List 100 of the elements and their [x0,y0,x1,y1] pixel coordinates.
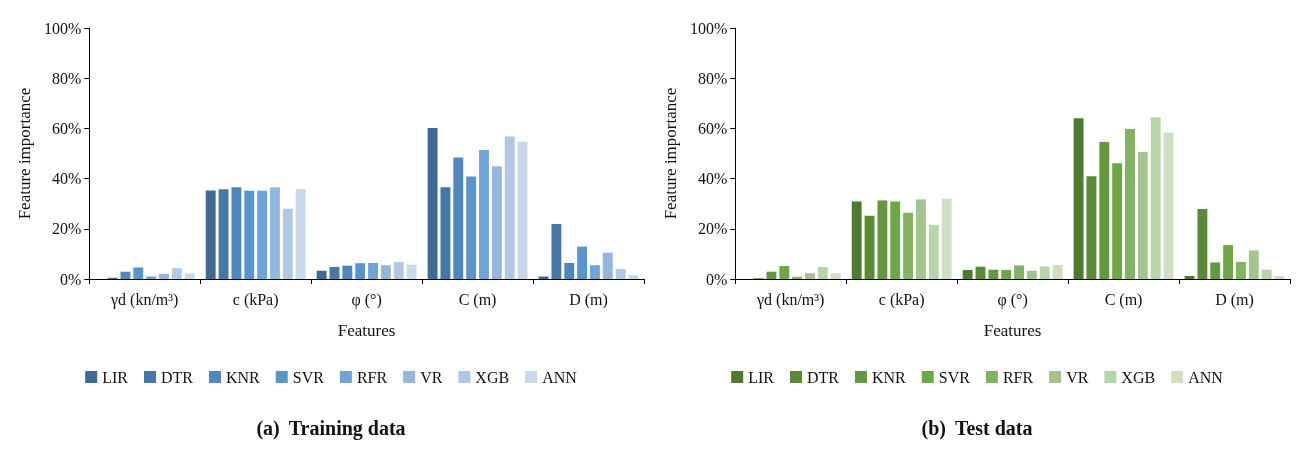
bar [1112,163,1123,279]
bar [1210,262,1221,279]
bar [231,187,242,279]
x-tick-label: C (m) [1104,290,1143,309]
x-tick-label: φ (°) [997,290,1028,309]
legend-label: RFR [356,368,388,386]
y-tick-label: 0% [59,270,82,288]
bar [1086,176,1097,279]
bar [466,176,477,279]
bar [133,267,144,279]
bar [479,149,489,279]
bar [628,275,639,279]
legend-label: DTR [806,368,840,386]
y-tick-label: 100% [689,19,728,37]
bar [244,190,255,279]
y-tick-label: 60% [697,119,728,137]
bar [342,265,353,279]
bar [120,271,131,279]
bar [504,136,515,279]
y-tick-label: 100% [43,19,82,37]
y-axis-title: Feature importance [661,87,680,220]
legend-label: ANN [542,368,578,386]
y-tick-label: 20% [697,220,728,238]
bar [355,263,366,279]
bar [903,212,914,279]
bar [1197,208,1208,279]
legend-label: VR [1066,368,1089,386]
bar [1052,264,1063,279]
bar [1261,269,1272,279]
y-tick-label: 20% [51,220,82,238]
bar [1184,275,1195,279]
bar [792,276,803,279]
bar [941,198,952,279]
bar [440,187,451,279]
bar [916,199,926,279]
bar [1099,141,1110,279]
bar [928,224,939,279]
bar [1125,128,1135,279]
bar [602,252,613,279]
y-tick-label: 40% [697,170,728,188]
legend-label: SVR [292,368,325,386]
bar [218,189,229,279]
y-tick-label: 60% [51,119,82,137]
bar [1150,117,1161,279]
bar [380,265,391,279]
legend-label: RFR [1002,368,1034,386]
bar [517,141,528,279]
x-axis-title: Features [983,321,1042,340]
bar [988,269,999,279]
x-tick-label: c (kPa) [232,290,279,309]
bar [270,187,280,279]
bar [316,270,327,279]
bar [1163,132,1174,279]
legend-label: SVR [938,368,971,386]
bar [851,201,862,279]
bar [427,127,438,279]
legend-label: VR [420,368,443,386]
legend-label: DTR [160,368,194,386]
y-tick-label: 40% [51,170,82,188]
legend-label: LIR [748,368,775,386]
x-tick-label: γd (kn/m³) [755,290,825,309]
x-axis-title: Features [337,321,396,340]
bar [830,273,841,279]
y-axis-title: Feature importance [15,87,34,220]
bar [1039,266,1050,279]
bar [146,276,157,279]
x-tick-label: C (m) [458,290,497,309]
text: (b) Test data [921,417,1033,440]
bar [159,273,169,279]
x-tick-label: γd (kn/m³) [109,290,179,309]
bar [779,265,790,279]
bar [1026,270,1037,279]
legend-label: XGB [475,368,510,386]
bar [1014,265,1024,279]
bar [1073,118,1084,279]
text: (a) Training data [256,417,406,440]
bar [171,268,182,279]
bar [282,208,293,279]
y-tick-label: 80% [51,69,82,87]
bar [564,262,575,279]
bar [205,190,216,279]
bar [453,157,464,279]
y-tick-label: 0% [705,270,728,288]
bar [590,265,600,279]
legend-label: KNR [871,368,907,386]
bar [1223,245,1234,279]
bar [615,268,626,279]
bar [864,215,875,279]
bar [491,166,502,279]
bar [295,188,306,279]
bar [817,266,828,279]
legend-label: LIR [102,368,129,386]
bar [393,261,404,279]
x-tick-label: D (m) [569,290,608,309]
bar [890,201,901,279]
bar [1001,269,1012,279]
bar [184,273,195,279]
legend-label: ANN [1188,368,1224,386]
x-tick-label: φ (°) [351,290,382,309]
y-tick-label: 80% [697,69,728,87]
